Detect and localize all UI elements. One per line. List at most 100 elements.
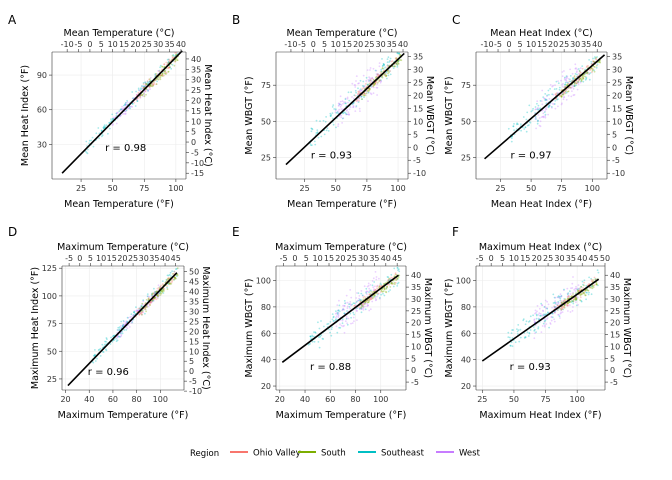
y2-tick-label: -5	[191, 148, 199, 157]
data-point	[117, 111, 119, 114]
data-point	[316, 129, 319, 132]
x2-tick-label: -5	[65, 254, 73, 263]
data-point	[594, 57, 596, 60]
data-point	[549, 88, 551, 90]
x2-axis-title: Mean Heat Index (°C)	[490, 28, 592, 39]
data-point	[548, 105, 550, 107]
y2-tick-label: 15	[189, 337, 199, 346]
data-point	[371, 284, 374, 287]
data-point	[164, 71, 167, 73]
data-point	[542, 322, 545, 325]
x2-tick-label: 25	[559, 40, 569, 49]
data-point	[535, 127, 537, 130]
legend-item-southeast: Southeast	[358, 449, 425, 459]
data-point	[151, 293, 154, 296]
data-point	[118, 326, 121, 329]
x2-tick-label: 40	[381, 254, 391, 263]
data-point	[378, 277, 380, 280]
data-point	[153, 299, 155, 302]
data-point	[343, 305, 346, 307]
data-point	[327, 322, 330, 325]
data-point	[150, 301, 153, 304]
data-point	[580, 79, 583, 81]
data-point	[369, 69, 371, 71]
y2-tick-label: 10	[612, 117, 622, 126]
data-point	[316, 131, 319, 134]
data-point	[595, 58, 597, 60]
x2-tick-label: 10	[331, 40, 341, 49]
data-point	[387, 276, 390, 279]
data-point	[582, 292, 585, 295]
y2-tick-label: 35	[189, 297, 199, 306]
data-point	[338, 102, 341, 105]
data-point	[594, 66, 596, 68]
data-point	[368, 289, 371, 292]
data-point	[561, 93, 564, 96]
data-point	[120, 108, 123, 111]
data-point	[353, 305, 356, 307]
y2-tick-label: 35	[191, 65, 201, 74]
y2-axis-title: Maximum WBGT (°C)	[422, 278, 433, 378]
data-point	[551, 93, 554, 96]
x-tick-label: 50	[509, 395, 519, 404]
data-point	[389, 73, 392, 76]
y2-tick-label: 0	[411, 366, 416, 375]
data-point	[103, 125, 105, 128]
data-point	[593, 70, 596, 73]
data-point	[549, 105, 551, 107]
data-point	[580, 80, 582, 83]
data-point	[149, 84, 152, 87]
data-point	[323, 133, 326, 136]
data-point	[371, 300, 374, 303]
data-point	[387, 279, 390, 282]
data-point	[141, 302, 144, 305]
data-point	[392, 67, 395, 69]
data-point	[545, 102, 548, 105]
data-point	[527, 335, 530, 337]
data-point	[384, 73, 386, 75]
y2-tick-label: 25	[189, 317, 199, 326]
data-point	[515, 128, 518, 130]
data-point	[396, 277, 399, 280]
data-point	[176, 59, 179, 61]
data-point	[327, 130, 330, 132]
data-point	[376, 285, 378, 288]
data-point	[569, 80, 572, 83]
data-point	[397, 269, 399, 271]
data-point	[310, 127, 313, 130]
data-point	[510, 140, 513, 143]
data-point	[544, 115, 546, 118]
data-point	[588, 291, 590, 294]
data-point	[336, 311, 339, 314]
data-point	[176, 274, 179, 277]
data-point	[598, 60, 601, 63]
data-point	[314, 331, 317, 334]
data-point	[393, 275, 396, 278]
data-point	[386, 286, 388, 288]
data-point	[535, 317, 538, 320]
data-point	[361, 305, 364, 307]
data-point	[125, 104, 128, 106]
data-point	[544, 299, 547, 302]
data-point	[309, 335, 312, 338]
data-point	[144, 312, 146, 315]
data-point	[168, 282, 171, 285]
data-point	[121, 105, 123, 108]
data-point	[331, 117, 334, 120]
data-point	[552, 84, 554, 87]
data-point	[174, 277, 176, 279]
data-point	[164, 280, 167, 283]
legend-label: West	[459, 449, 481, 459]
data-point	[161, 289, 164, 291]
data-point	[122, 323, 125, 326]
data-point	[337, 310, 340, 312]
data-point	[143, 93, 146, 96]
data-point	[172, 54, 175, 56]
data-point	[395, 62, 398, 65]
x2-tick-label: 25	[128, 254, 138, 263]
data-point	[568, 294, 570, 297]
data-point	[559, 297, 562, 300]
data-point	[326, 127, 329, 130]
data-point	[590, 293, 593, 296]
data-point	[136, 310, 138, 312]
